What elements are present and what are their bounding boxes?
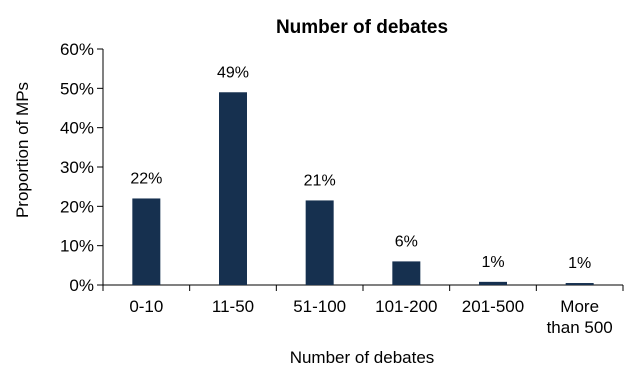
- bar: [565, 283, 594, 285]
- x-tick-label: 201-500: [462, 297, 524, 316]
- bars: [132, 92, 594, 286]
- bar: [132, 198, 161, 285]
- x-tick-label-line: 0-10: [129, 297, 163, 316]
- x-tick-label: 0-10: [129, 297, 163, 316]
- x-tick-label-line: than 500: [547, 318, 613, 337]
- y-tick-label: 50%: [60, 79, 94, 98]
- data-label: 6%: [395, 233, 418, 250]
- x-tick-label-line: 101-200: [375, 297, 437, 316]
- x-tick-label: More than 500: [547, 297, 613, 337]
- chart-title: Number of debates: [276, 17, 448, 38]
- x-tick-label-line: More: [560, 297, 599, 316]
- x-tick-label: 51-100: [293, 297, 346, 316]
- x-tick-label: 11-50: [212, 297, 254, 316]
- y-axis-label: Proportion of MPs: [13, 82, 32, 218]
- y-tick-label: 40%: [60, 119, 94, 138]
- y-axis: 0% 10% 20% 30% 40% 50% 60%: [60, 40, 104, 295]
- data-label: 21%: [304, 172, 336, 189]
- data-label: 49%: [217, 64, 249, 81]
- x-axis: 0-10 11-50 51-100 101-200 201-500 More than 50…: [102, 284, 624, 337]
- x-tick-label-line: 201-500: [462, 297, 524, 316]
- data-label: 22%: [130, 170, 162, 187]
- y-tick-label: 0%: [69, 276, 94, 295]
- x-tick-label-line: 11-50: [212, 297, 254, 316]
- x-tick-label: 101-200: [375, 297, 437, 316]
- data-label: 1%: [568, 255, 591, 272]
- bar: [392, 261, 421, 285]
- x-tick-label-line: 51-100: [293, 297, 346, 316]
- y-tick-label: 60%: [60, 40, 94, 59]
- y-tick-label: 10%: [60, 237, 94, 256]
- bar: [305, 200, 334, 285]
- data-labels: 22% 49% 21% 6% 1% 1%: [130, 64, 591, 272]
- y-tick-label: 30%: [60, 158, 94, 177]
- data-label: 1%: [481, 254, 504, 271]
- bar: [219, 92, 247, 286]
- bar: [479, 281, 507, 285]
- x-axis-label: Number of debates: [290, 348, 435, 367]
- y-tick-label: 20%: [60, 197, 94, 216]
